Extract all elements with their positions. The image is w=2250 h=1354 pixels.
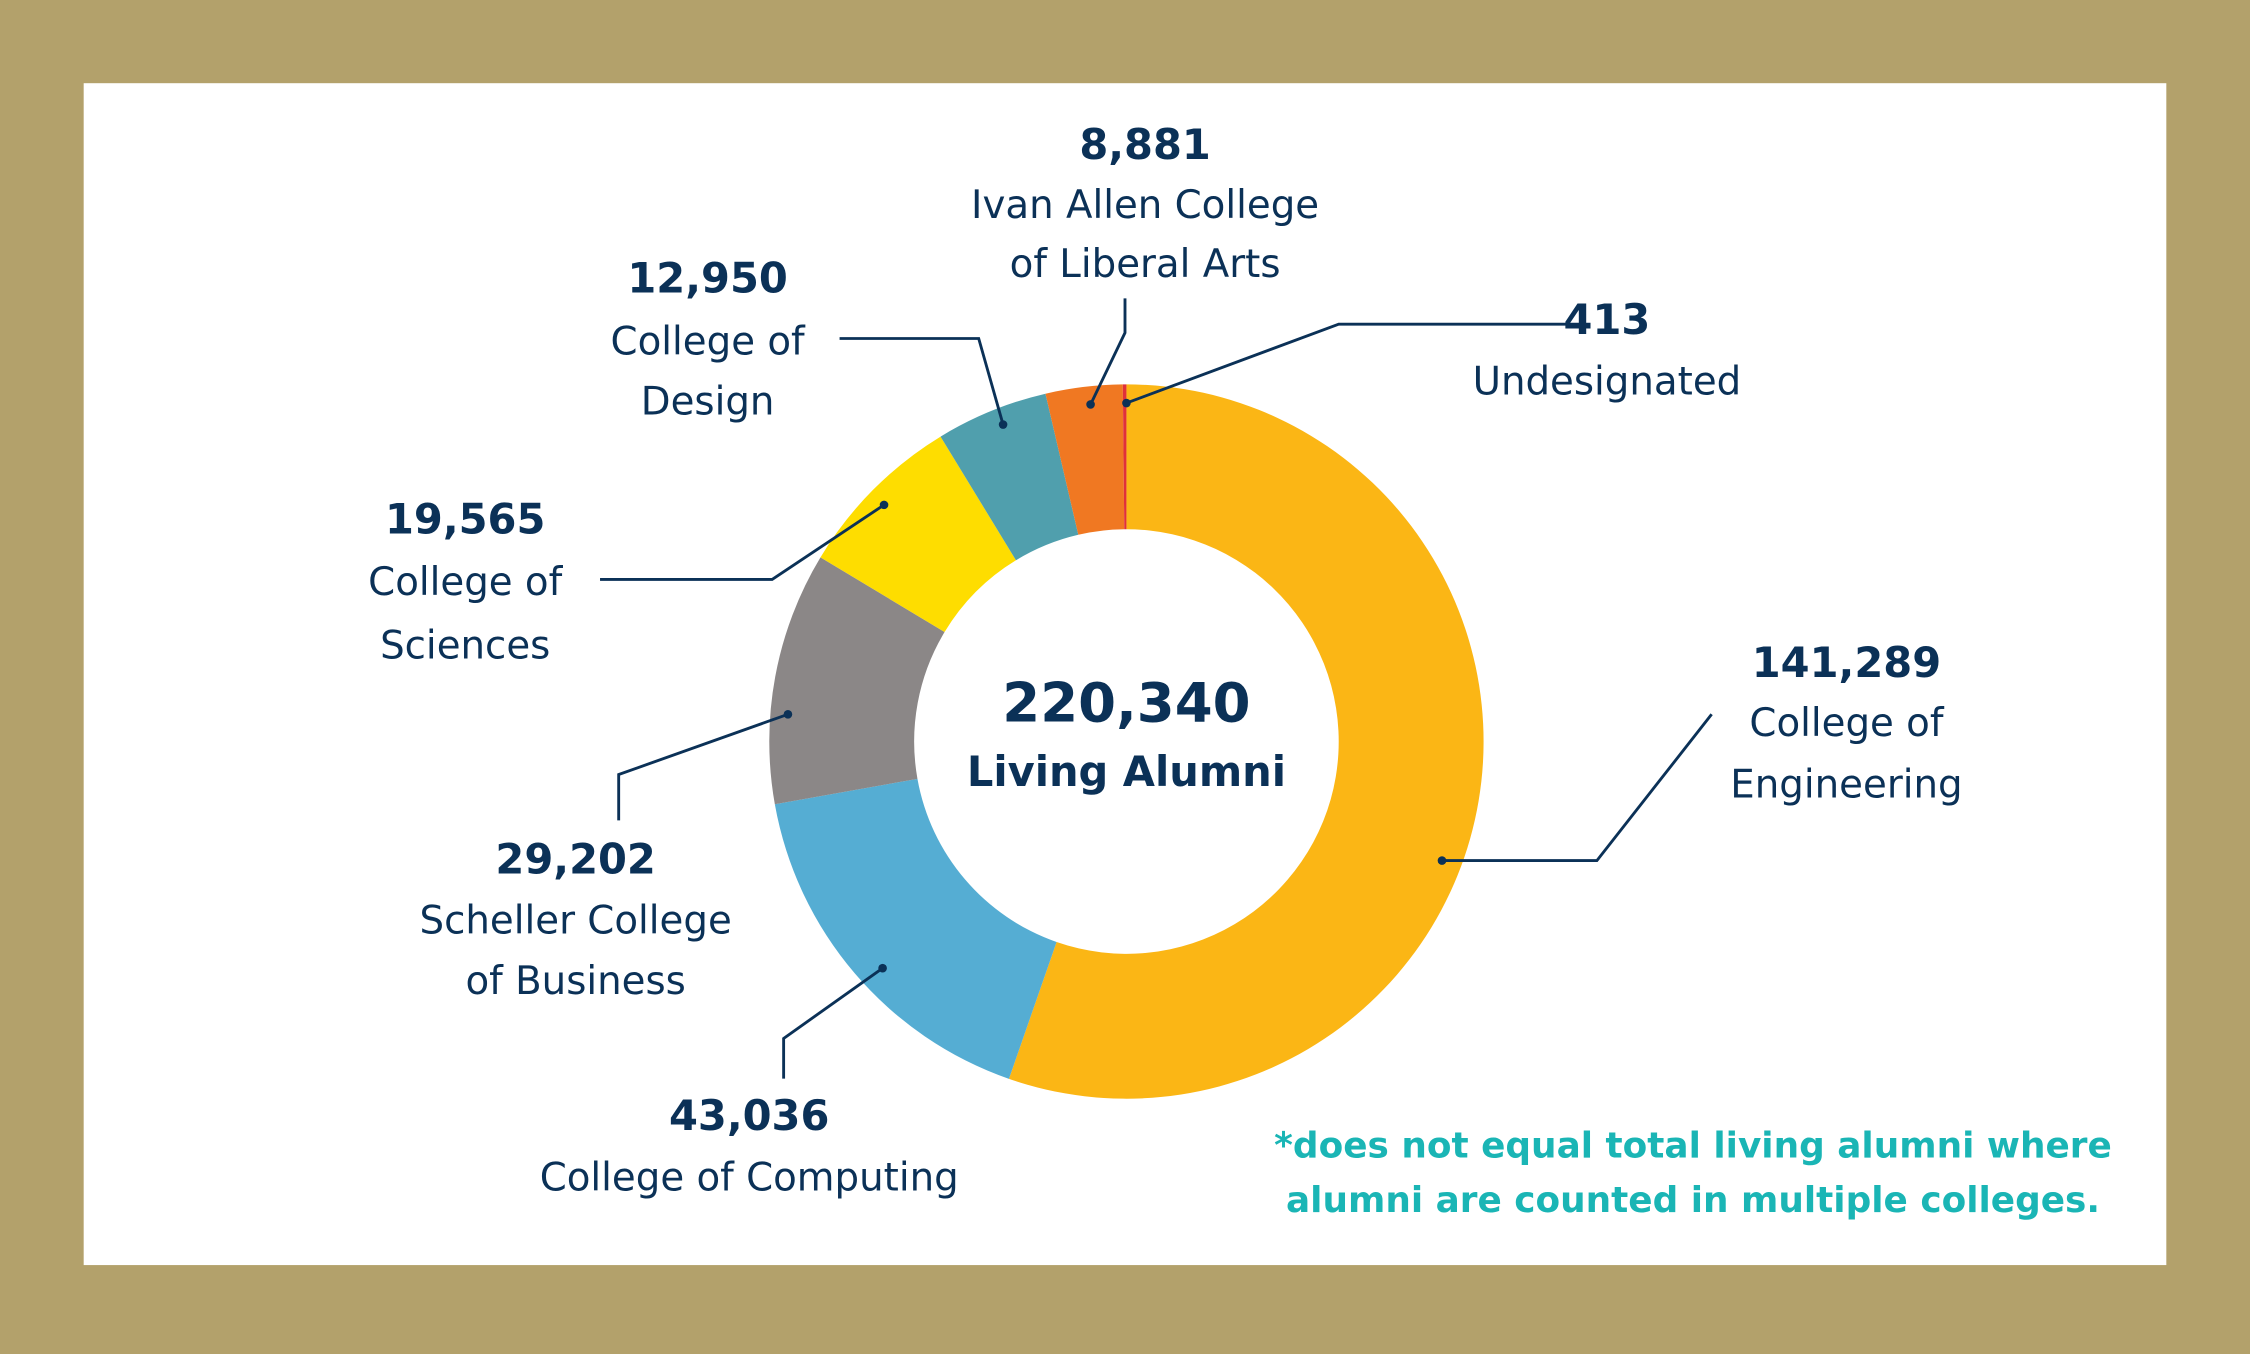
data-label-computing: 43,036 xyxy=(669,1091,829,1140)
slice-ivan-allen-college-of-liberal-arts xyxy=(1045,384,1125,535)
leader-undesignated xyxy=(1125,322,1567,405)
slice-label-business: Scheller College xyxy=(420,899,732,944)
slice-college-of-computing xyxy=(774,778,1057,1079)
slice-college-of-sciences xyxy=(820,436,1016,633)
center-label: Living Alumni xyxy=(967,747,1286,796)
data-label-liberal-arts: 8,881 xyxy=(1079,120,1211,169)
slice-label-business: of Business xyxy=(465,959,685,1004)
slice-undesignated xyxy=(1122,384,1127,530)
leader-dot xyxy=(1086,400,1095,409)
slice-label-design: College of xyxy=(611,319,806,364)
leader-design xyxy=(839,337,1005,425)
slice-label-engineering: College of xyxy=(1749,701,1944,746)
slice-college-of-engineering xyxy=(1008,384,1484,1099)
slice-label-design: Design xyxy=(641,380,775,425)
slice-label-undesignated: Undesignated xyxy=(1473,359,1742,404)
leader-dot xyxy=(783,709,793,719)
slice-label-liberal-arts: Ivan Allen College xyxy=(971,183,1319,228)
slice-label-engineering: Engineering xyxy=(1730,762,1962,807)
data-label-undesignated: 413 xyxy=(1564,295,1651,344)
data-label-business: 29,202 xyxy=(495,835,655,884)
leader-dot xyxy=(878,963,887,973)
leader-business xyxy=(617,712,789,821)
data-label-design: 12,950 xyxy=(627,254,787,303)
leader-liberal-arts xyxy=(1089,298,1127,406)
footnote-line: alumni are counted in multiple colleges. xyxy=(1286,1180,2100,1221)
data-label-engineering: 141,289 xyxy=(1752,638,1941,687)
leader-dot xyxy=(879,500,889,510)
leader-computing xyxy=(782,966,884,1079)
slice-label-liberal-arts: of Liberal Arts xyxy=(1010,242,1281,287)
leader-dot xyxy=(1437,856,1447,865)
slice-label-sciences: College of xyxy=(368,560,563,605)
leader-sciences xyxy=(600,503,885,581)
donut xyxy=(769,384,1484,1099)
footnote-line: *does not equal total living alumni wher… xyxy=(1274,1125,2112,1166)
center-total: 220,340 xyxy=(1002,670,1250,734)
leader-engineering xyxy=(1441,713,1713,863)
data-label-sciences: 19,565 xyxy=(385,495,545,544)
slice-scheller-college-of-business xyxy=(769,557,945,805)
slice-label-sciences: Sciences xyxy=(380,623,550,668)
slice-label-computing: College of Computing xyxy=(540,1155,959,1200)
leader-dot xyxy=(998,420,1008,429)
slice-college-of-design xyxy=(940,393,1079,561)
leader-dot xyxy=(1122,398,1131,408)
